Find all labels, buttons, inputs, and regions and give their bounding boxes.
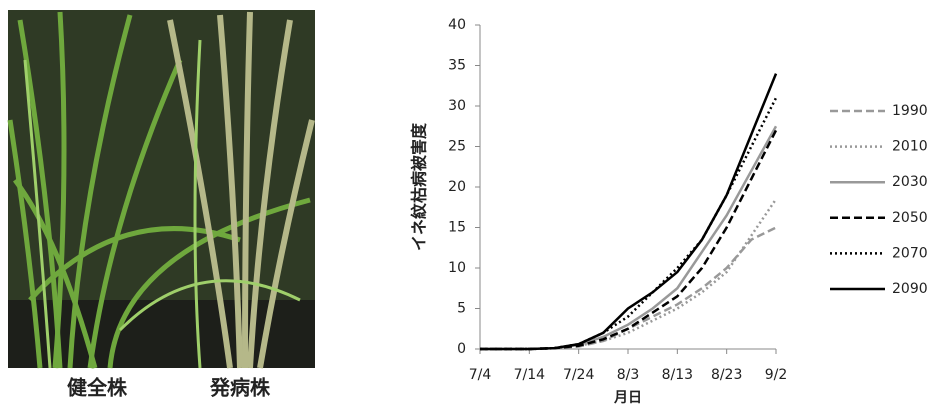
x-tick-label: 8/13 xyxy=(662,367,693,383)
diseased-stems xyxy=(167,11,315,369)
legend-label: 2050 xyxy=(892,210,928,226)
legend-label: 2090 xyxy=(892,281,928,297)
y-tick-label: 20 xyxy=(448,179,466,195)
x-tick-label: 8/3 xyxy=(617,367,640,383)
y-tick-label: 15 xyxy=(448,220,466,236)
photo-label: 発病株 xyxy=(209,376,271,400)
x-tick-label: 7/24 xyxy=(563,367,595,383)
x-tick-label: 8/23 xyxy=(711,367,742,383)
legend-label: 2070 xyxy=(892,245,928,261)
x-tick-label: 7/14 xyxy=(514,367,546,383)
series-line xyxy=(480,97,778,351)
y-tick-label: 40 xyxy=(448,17,466,33)
y-axis-label: イネ紋枯病被害度 xyxy=(410,122,429,251)
x-tick-label: 7/4 xyxy=(469,367,492,383)
legend-label: 1990 xyxy=(892,103,928,119)
photo-label: 健全株 xyxy=(67,376,128,400)
y-tick-label: 30 xyxy=(448,98,466,114)
y-tick-label: 0 xyxy=(457,341,466,357)
legend-label: 2030 xyxy=(892,174,928,190)
y-tick-label: 10 xyxy=(448,260,466,276)
highlights xyxy=(23,39,301,369)
legend-label: 2010 xyxy=(892,139,928,155)
series-line xyxy=(480,198,778,351)
x-axis-label: 月日 xyxy=(613,390,642,406)
y-tick-label: 25 xyxy=(448,139,466,155)
photo xyxy=(7,10,315,369)
y-tick-label: 35 xyxy=(448,58,466,74)
series-line xyxy=(480,226,777,351)
y-tick-label: 5 xyxy=(457,301,466,317)
x-tick-label: 9/2 xyxy=(765,367,788,383)
series-line xyxy=(480,73,778,351)
